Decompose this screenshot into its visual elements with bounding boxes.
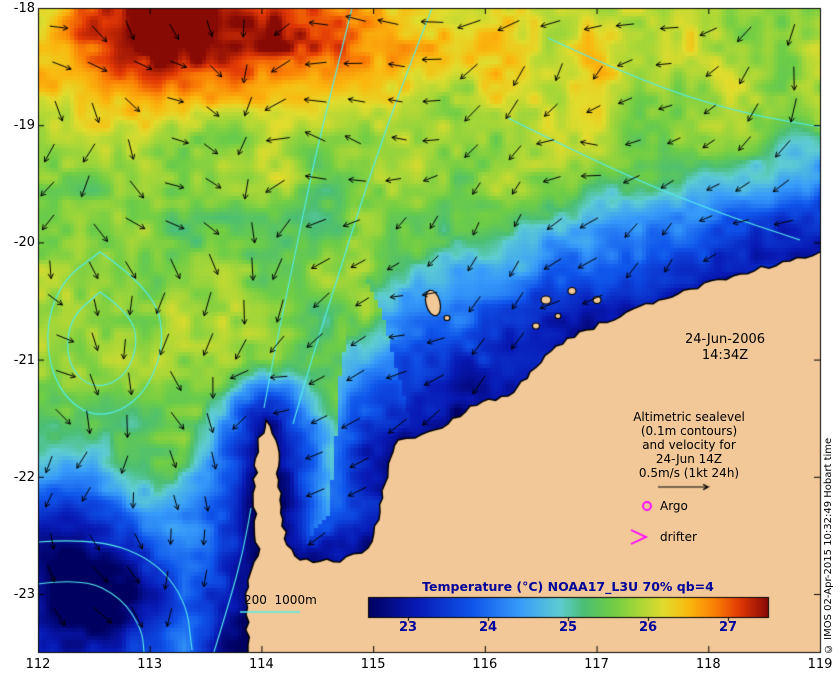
copyright-text: © IMOS 02-Apr-2015 10:32:49 Hobart time (823, 437, 834, 654)
x-tick-label: 113 (137, 657, 163, 672)
y-tick-label: -18 (13, 1, 35, 16)
x-tick-label: 116 (472, 657, 498, 672)
y-tick-label: -20 (13, 235, 35, 251)
colorbar-tick-label: 27 (718, 620, 738, 635)
colorbar-tick-label: 23 (398, 620, 418, 635)
altimetric-legend-line: and velocity for (642, 438, 736, 452)
y-tick-label: -19 (13, 118, 35, 134)
y-tick-label: -23 (13, 587, 35, 602)
y-tick-label: -22 (13, 469, 35, 485)
colorbar-tick-label: 24 (478, 620, 498, 635)
drifter-label: drifter (660, 530, 697, 544)
timestamp-date: 24-Jun-2006 (684, 332, 766, 347)
timestamp-time: 14:34Z (701, 348, 749, 363)
colorbar-title: Temperature (°C) NOAA17_L3U 70% qb=4 (422, 579, 714, 594)
x-tick-label: 118 (695, 657, 721, 672)
altimetric-legend-line: 24-Jun 14Z (655, 452, 723, 466)
colorbar-tick-label: 26 (638, 620, 658, 635)
x-tick-label: 112 (25, 657, 51, 672)
x-tick-label: 117 (584, 657, 609, 672)
x-tick-label: 119 (807, 657, 833, 672)
altimetric-legend-line: Altimetric sealevel (633, 410, 745, 424)
colorbar-tick-label: 25 (558, 620, 578, 635)
altimetric-legend: Altimetric sealevel (0.1m contours) and ve… (613, 410, 765, 480)
argo-label: Argo (660, 499, 688, 513)
timestamp-annotation: 24-Jun-2006 14:34Z (655, 332, 795, 364)
x-tick-label: 115 (360, 657, 386, 672)
depth-contour-scale-label: 200 1000m (244, 593, 317, 607)
x-tick-label: 114 (249, 657, 274, 672)
altimetric-legend-line: 0.5m/s (1kt 24h) (638, 466, 740, 480)
y-tick-label: -21 (13, 352, 35, 368)
altimetric-legend-line: (0.1m contours) (640, 424, 738, 438)
